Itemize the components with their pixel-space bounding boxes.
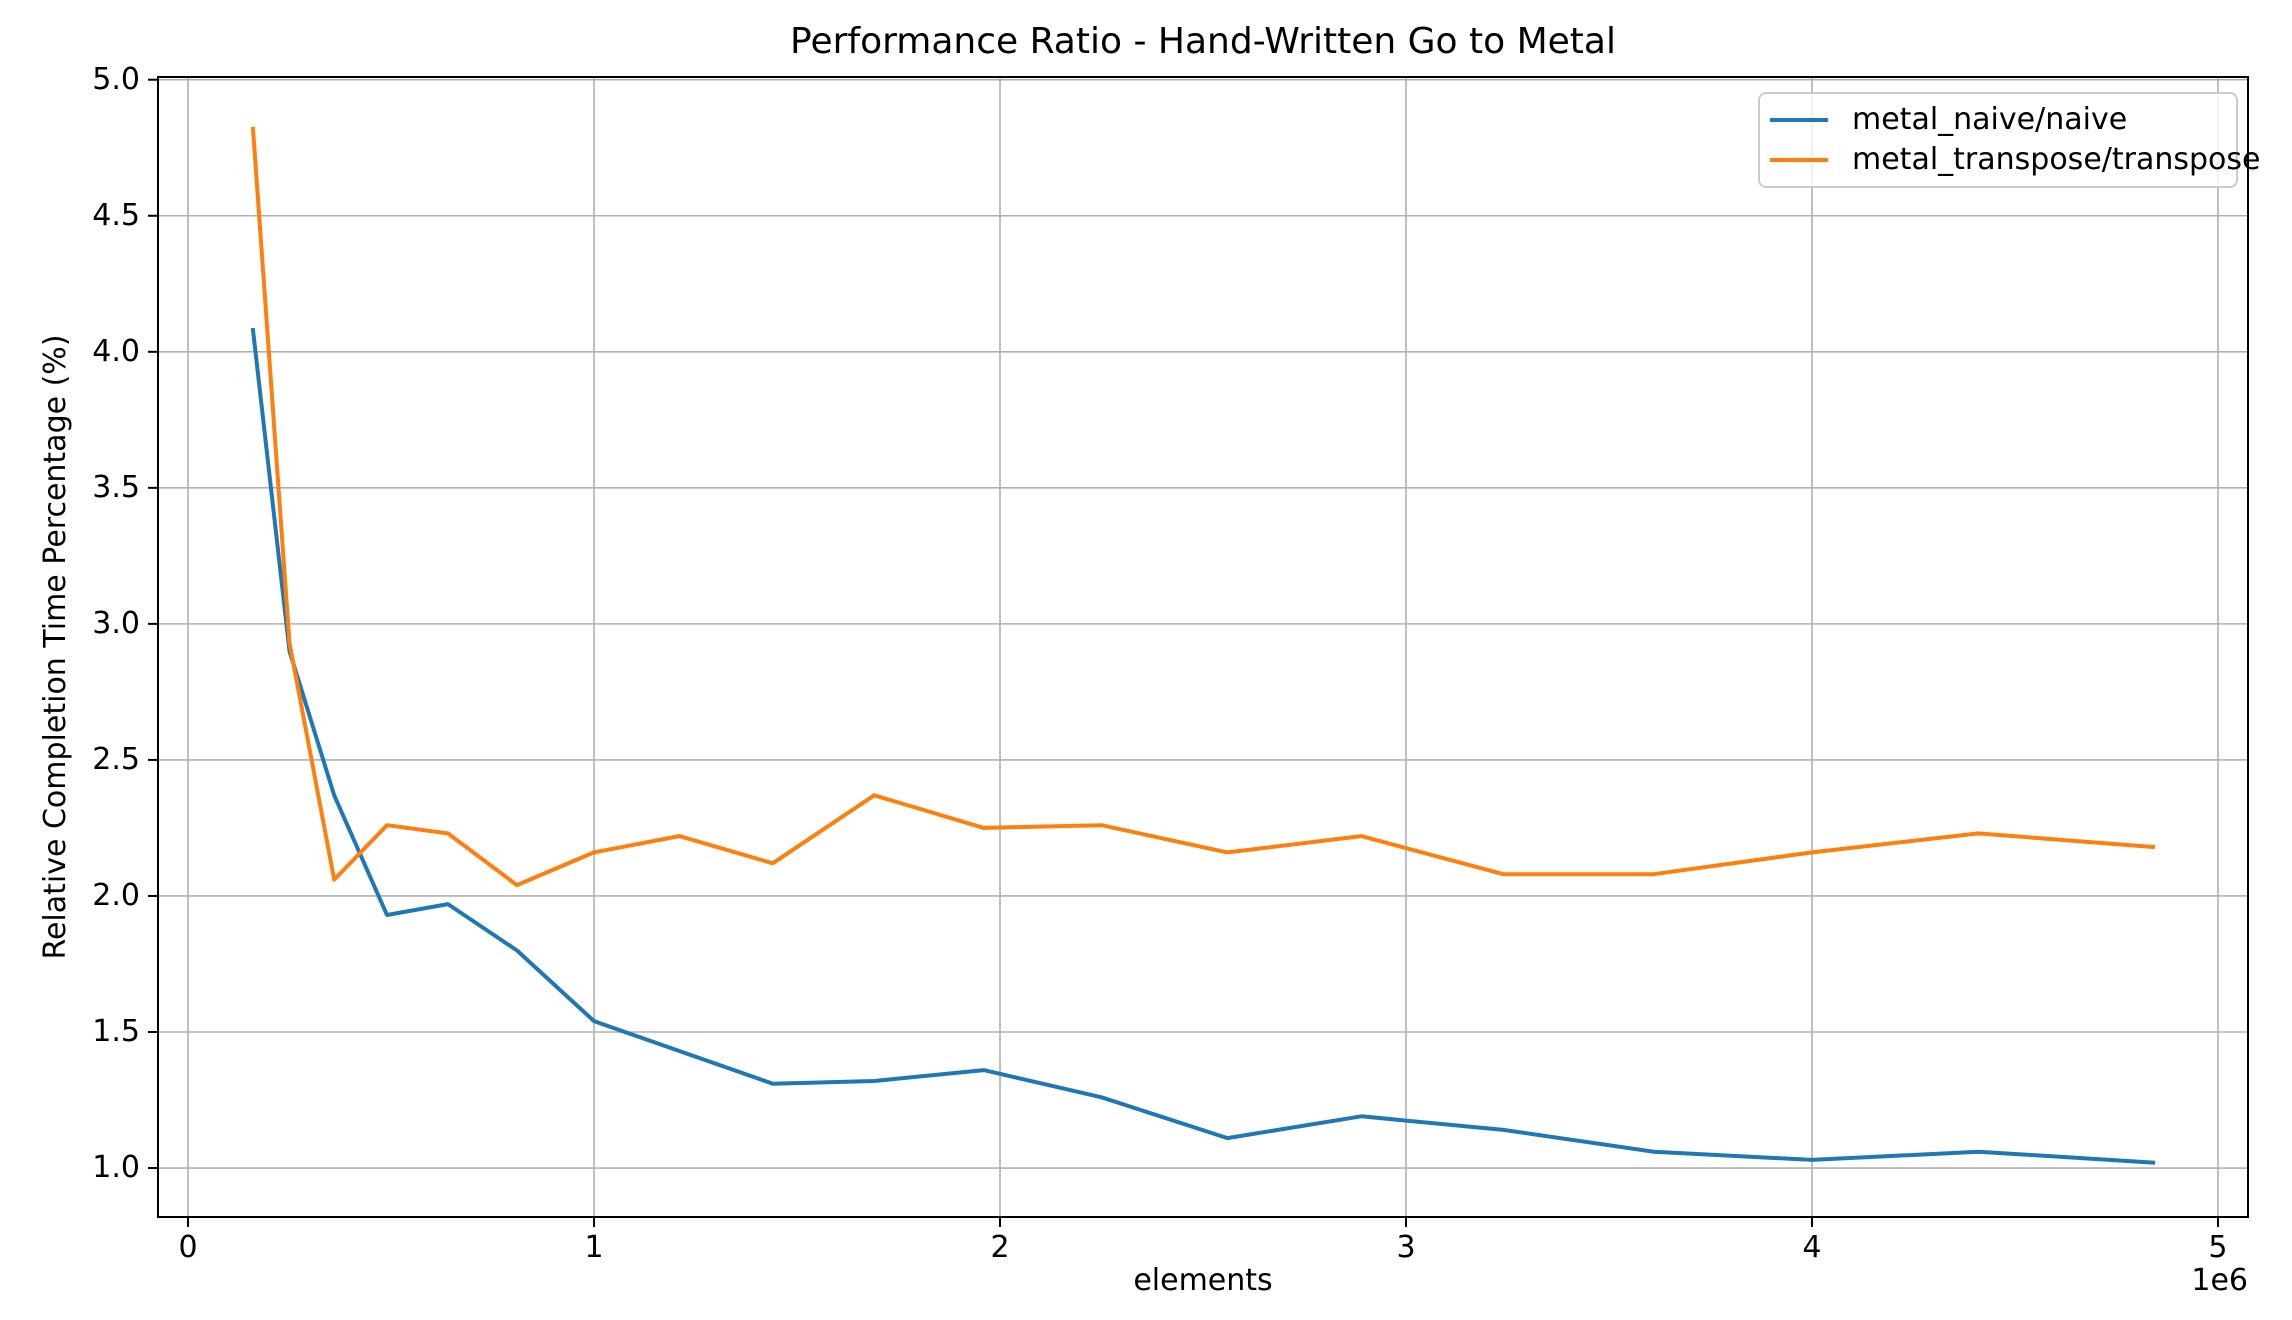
y-tick-label: 5.0	[92, 61, 140, 97]
y-tick-label: 2.5	[92, 741, 140, 777]
y-tick-label: 4.5	[92, 197, 140, 233]
x-axis-offset-label: 1e6	[2191, 1263, 2248, 1298]
y-axis-label: Relative Completion Time Percentage (%)	[38, 334, 73, 960]
legend-label: metal_naive/naive	[1852, 102, 2128, 138]
axes-spines	[157, 76, 2249, 1218]
x-tick-label: 5	[2208, 1230, 2228, 1265]
x-tick-label: 2	[990, 1230, 1010, 1265]
y-tick-label: 2.0	[92, 877, 140, 913]
legend-item-metal-naive: metal_naive/naive	[1760, 105, 2236, 135]
x-axis-label: elements	[1133, 1263, 1273, 1298]
y-tick-label: 3.5	[92, 469, 140, 505]
x-tick-label: 3	[1396, 1230, 1416, 1265]
y-tick-label: 3.0	[92, 605, 140, 641]
legend: metal_naive/naive metal_transpose/transp…	[1758, 92, 2261, 188]
y-tick-label: 1.0	[92, 1150, 140, 1186]
y-tick-label: 4.0	[92, 333, 140, 369]
series-line-0	[250, 327, 2156, 1165]
legend-line-swatch-blue	[1770, 118, 1828, 123]
y-tick-label: 1.5	[92, 1013, 140, 1049]
series-line-1	[250, 126, 2156, 888]
x-tick-label: 1	[584, 1230, 604, 1265]
legend-line-swatch-orange	[1770, 157, 1828, 162]
legend-label: metal_transpose/transpose	[1852, 141, 2261, 177]
legend-item-metal-transpose: metal_transpose/transpose	[1760, 144, 2261, 175]
chart-title: Performance Ratio - Hand-Written Go to M…	[790, 21, 1616, 62]
x-tick-label: 0	[178, 1230, 198, 1265]
x-tick-label: 4	[1802, 1230, 1822, 1265]
